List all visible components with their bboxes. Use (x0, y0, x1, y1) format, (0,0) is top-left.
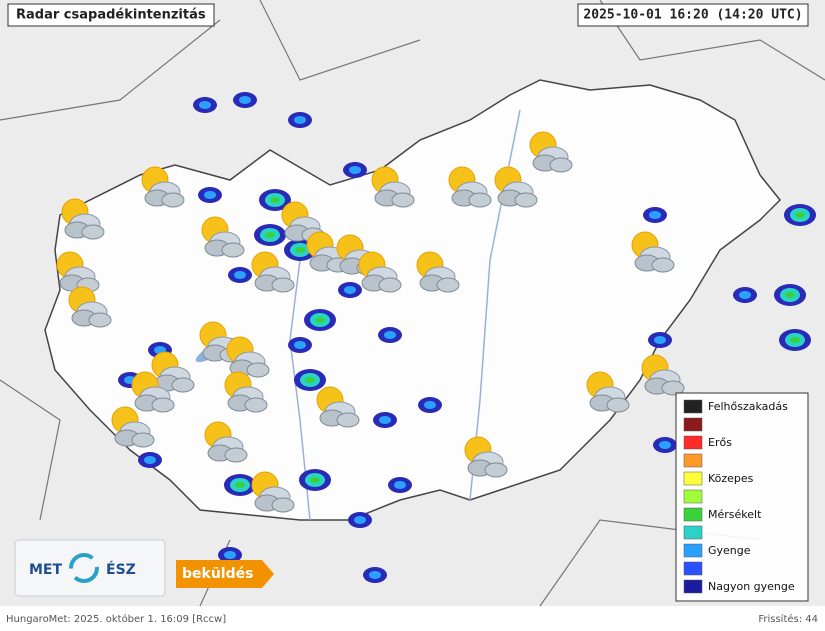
logo-box (14, 539, 166, 597)
legend-label: Mérsékelt (708, 508, 762, 521)
logo-right: ÉSZ (106, 561, 136, 578)
legend-swatch (683, 525, 703, 540)
legend-swatch (683, 435, 703, 450)
legend-label: Gyenge (708, 544, 751, 557)
legend-label: Erős (708, 436, 732, 449)
legend-label: Felhőszakadás (708, 400, 788, 413)
borders (0, 0, 825, 607)
submit-button[interactable]: beküldés (176, 560, 274, 588)
legend-label: Nagyon gyenge (708, 580, 795, 593)
logo-left: MET (29, 562, 62, 578)
footer-refresh: Frissítés: 44 (758, 613, 818, 625)
legend: Felhőszakadás Erős Közepes Mérsékelt Gyenge N… (683, 399, 795, 594)
legend-swatch (683, 579, 703, 594)
footer-source: HungaroMet: 2025. október 1. 16:09 [Rccw… (6, 613, 226, 625)
legend-swatch (683, 489, 703, 504)
legend-swatch (683, 471, 703, 486)
legend-label: Közepes (708, 472, 754, 485)
legend-swatch (683, 561, 703, 576)
timestamp: 2025-10-01 16:20 (14:20 UTC) (583, 8, 802, 23)
button-label[interactable]: beküldés (182, 566, 253, 582)
timestamp-box (577, 3, 809, 27)
logo-mark (69, 553, 99, 583)
legend-swatch (683, 543, 703, 558)
legend-swatch (683, 507, 703, 522)
title-box (7, 3, 215, 27)
legend-swatch (683, 453, 703, 468)
legend-swatch (683, 417, 703, 432)
title: Radar csapadékintenzitás (16, 8, 206, 23)
legend-swatch (683, 399, 703, 414)
button-shape[interactable] (176, 560, 274, 588)
